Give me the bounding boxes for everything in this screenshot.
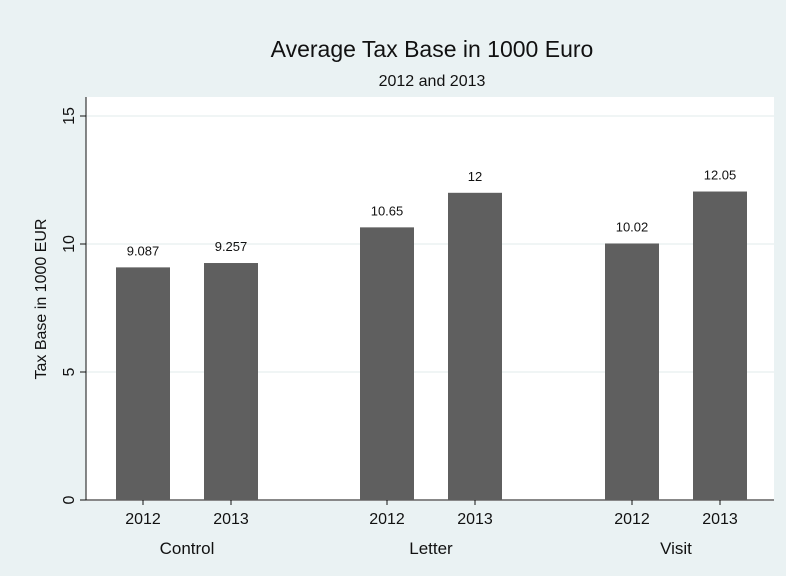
y-tick-label: 5 [61,367,78,376]
x-tick-label: 2012 [614,511,650,528]
x-tick-label: 2013 [213,511,249,528]
plot-area [86,97,774,501]
data-label: 10.02 [616,219,649,234]
y-tick-label: 10 [61,235,78,253]
data-label: 9.087 [127,243,160,258]
data-label: 10.65 [371,203,404,218]
chart-title: Average Tax Base in 1000 Euro [271,36,594,62]
data-label: 9.257 [215,239,248,254]
group-label: Letter [409,539,453,558]
y-tick-label: 0 [61,495,78,504]
bar [116,267,170,500]
group-label: Visit [660,539,692,558]
bar [204,263,258,500]
bar [693,191,747,500]
grid-lines [86,115,774,373]
y-tick-label: 15 [61,107,78,125]
group-label: Control [160,539,215,558]
bars [116,191,747,501]
y-axis-title: Tax Base in 1000 EUR [33,219,50,380]
bar [605,243,659,500]
chart-subtitle: 2012 and 2013 [379,73,486,90]
data-label: 12 [468,169,482,184]
bar [448,192,502,501]
x-tick-label: 2012 [369,511,405,528]
x-tick-label: 2013 [457,511,493,528]
x-tick-label: 2013 [702,511,738,528]
x-tick-label: 2012 [125,511,161,528]
data-labels: 9.087 9.257 10.65 12 10.02 12.05 [127,168,737,259]
bar [360,227,414,501]
data-label: 12.05 [704,168,737,183]
